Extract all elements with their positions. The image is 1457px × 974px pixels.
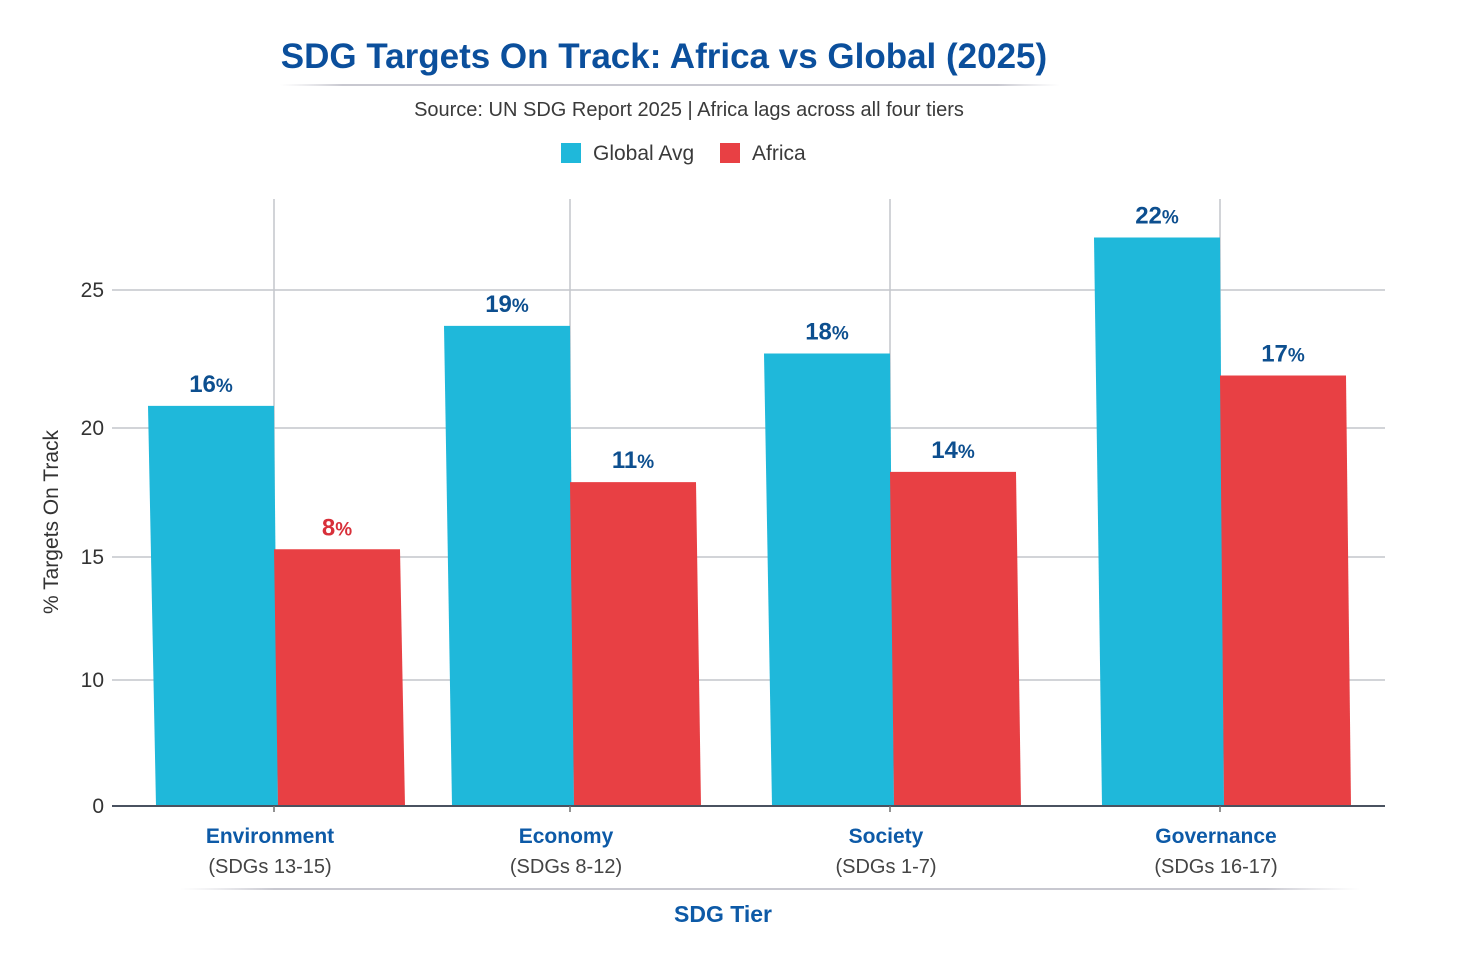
x-axis-divider [180,888,1360,890]
y-axis-ticks: 0 10 15 20 25 [81,279,104,818]
value-label: 18% [805,318,849,345]
x-category-sublabel: (SDGs 1-7) [835,856,936,878]
legend: Global Avg Africa [561,142,806,165]
y-tick-label: 20 [81,417,104,440]
bar-global-avg-society [764,353,894,806]
bar-global-avg-governance [1094,237,1224,806]
chart-subtitle: Source: UN SDG Report 2025 | Africa lags… [414,99,964,121]
value-label: 19% [485,291,529,318]
x-category-sublabel: (SDGs 16-17) [1154,856,1277,878]
legend-item-africa[interactable]: Africa [720,142,806,165]
bars [148,237,1351,806]
x-axis-label: SDG Tier [674,901,772,927]
value-label: 11% [612,447,654,474]
bar-africa-economy [570,482,701,806]
x-category-sublabel: (SDGs 8-12) [510,856,622,878]
bar-global-avg-environment [148,405,278,806]
chart-title: SDG Targets On Track: Africa vs Global (… [281,37,1047,76]
x-category-label: Society [849,825,924,848]
x-category-label: Environment [206,825,334,848]
bar-africa-environment [274,549,405,806]
bar-global-avg-economy [444,325,574,806]
value-label: 22% [1135,203,1179,230]
legend-item-global[interactable]: Global Avg [561,142,694,165]
y-tick-label: 15 [81,546,104,569]
x-category-label: Governance [1155,825,1276,848]
x-axis-categories: Environment (SDGs 13-15) Economy (SDGs 8-12… [206,806,1278,878]
bar-africa-society [890,471,1021,806]
title-divider [280,84,1060,86]
legend-swatch-global [561,143,581,163]
legend-swatch-africa [720,143,740,163]
y-axis-label: % Targets On Track [40,429,63,614]
x-category-label: Economy [519,825,614,848]
legend-label-global: Global Avg [593,142,694,165]
value-label: 17% [1261,341,1305,368]
y-tick-label: 25 [81,279,104,302]
value-labels: 16% 8% 19% 11% 18% 14% 22% 17% [189,203,1305,542]
y-tick-label: 0 [92,795,104,818]
value-label: 8% [322,514,352,541]
x-category-sublabel: (SDGs 13-15) [208,856,331,878]
bar-africa-governance [1220,375,1351,806]
legend-label-africa: Africa [752,142,806,165]
y-tick-label: 10 [81,669,104,692]
value-label: 16% [189,371,233,398]
value-label: 14% [931,437,975,464]
